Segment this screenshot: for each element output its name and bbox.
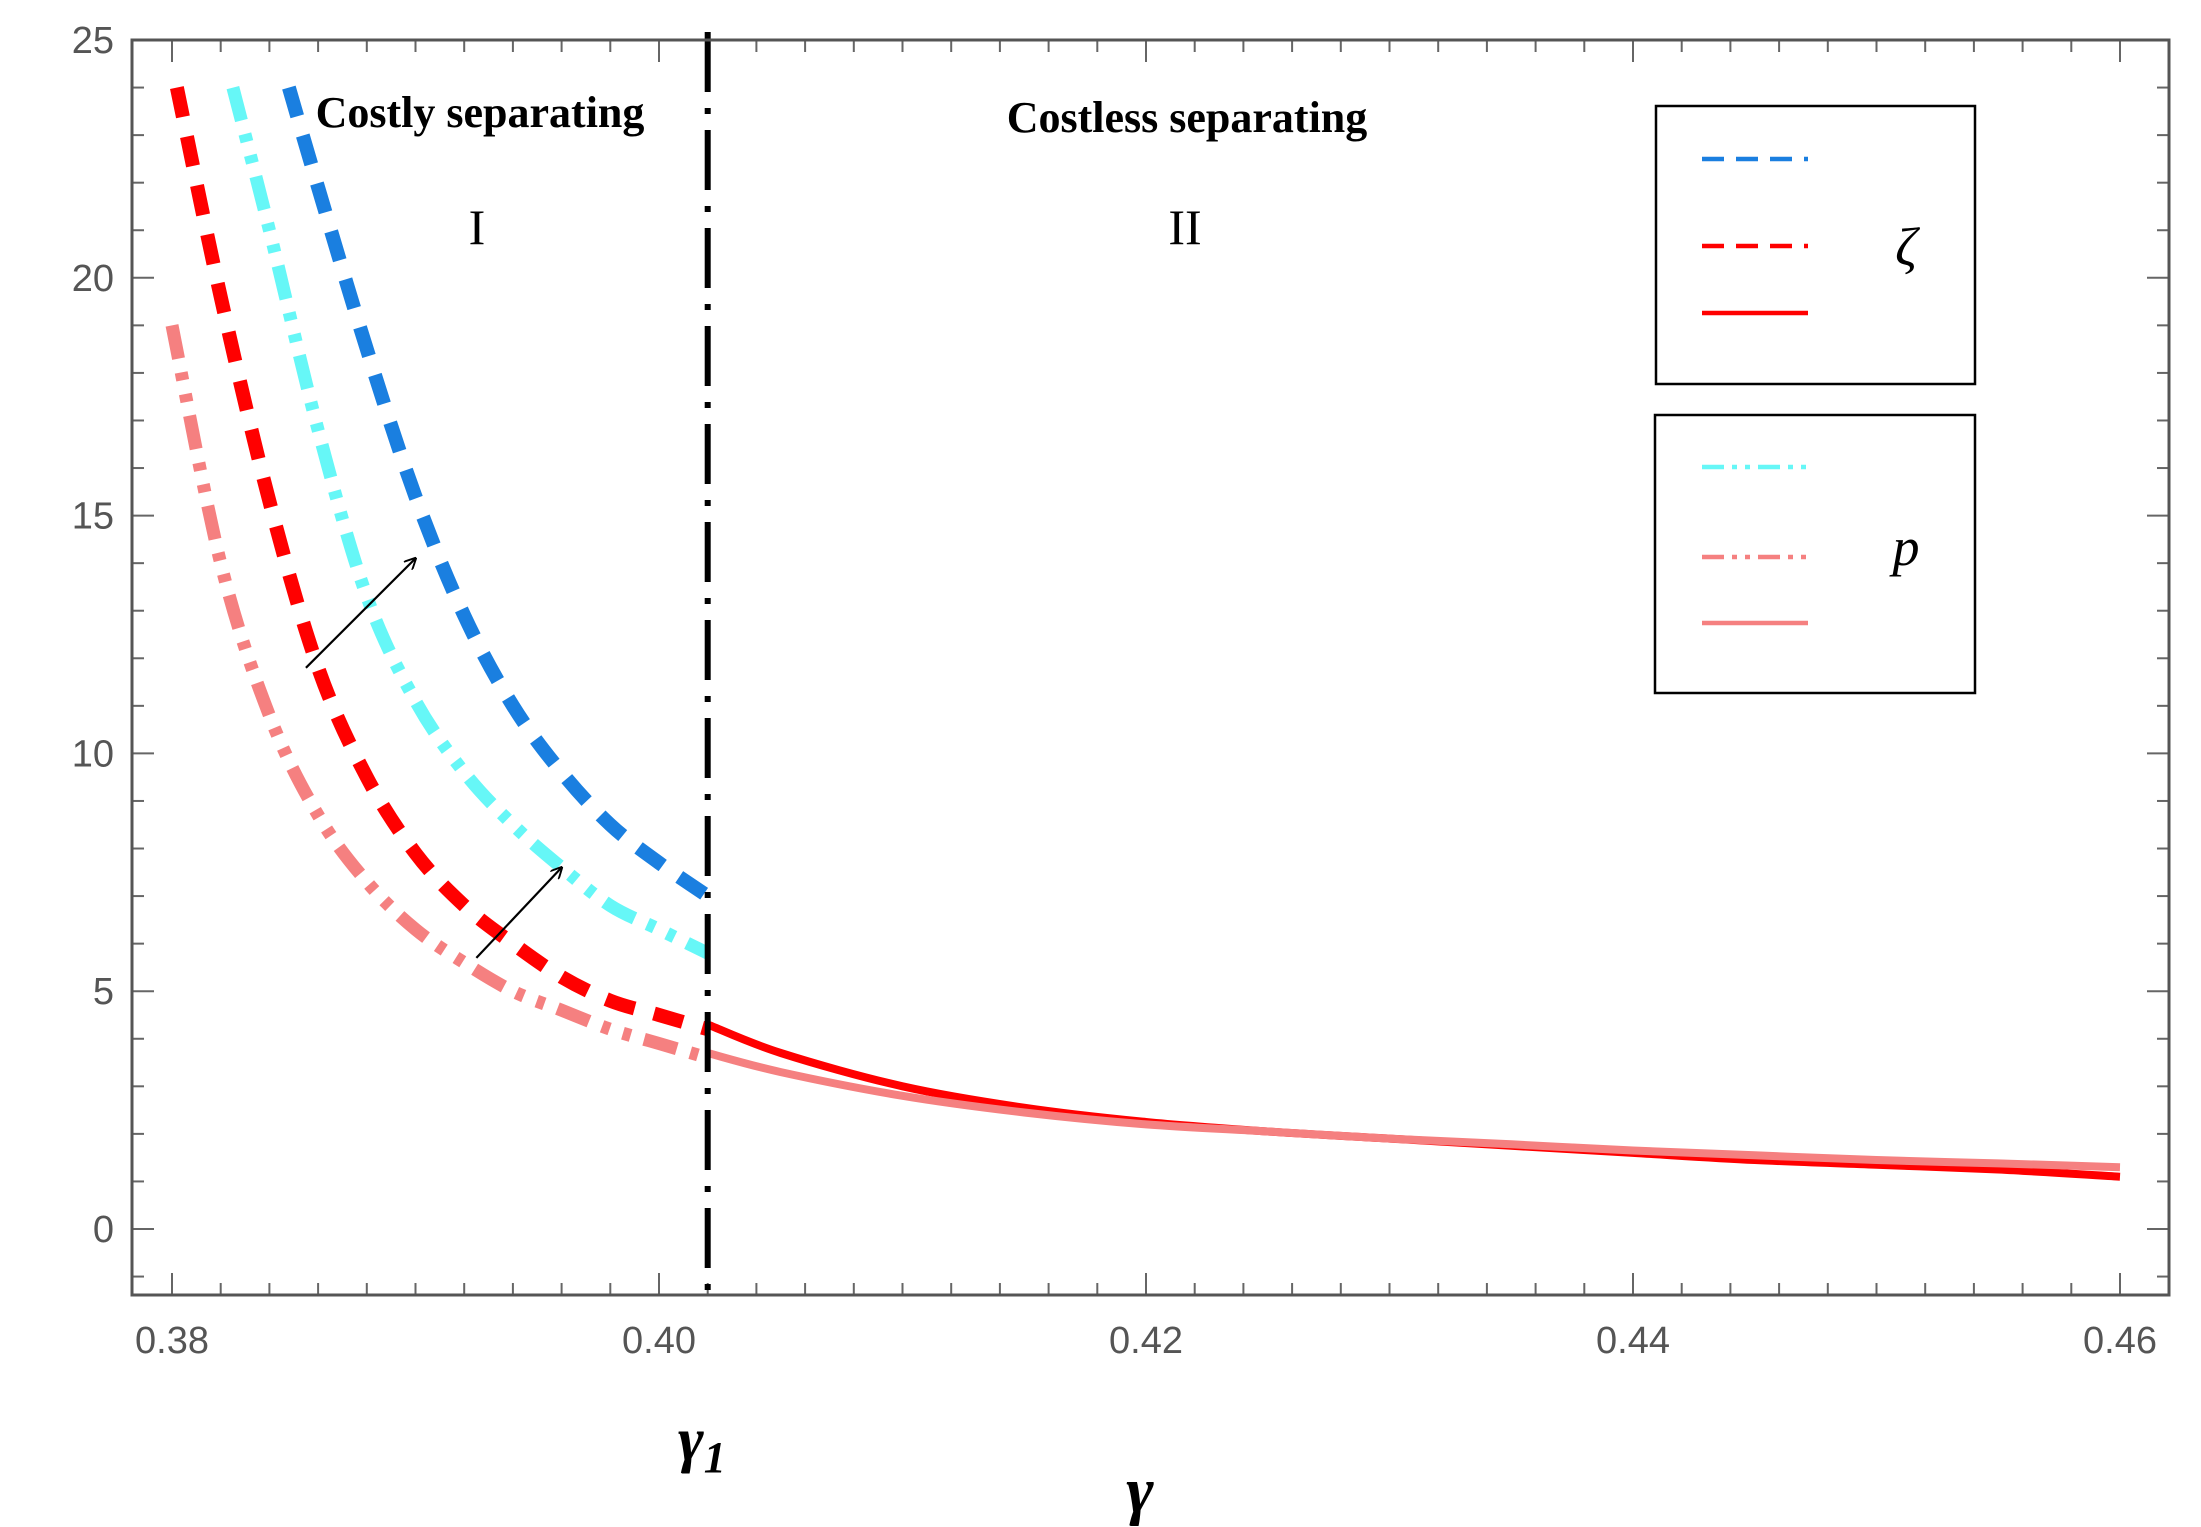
series-p_costless — [706, 1049, 2121, 1172]
legend-symbol-p: p — [1889, 517, 1920, 577]
y-tick-labels: 0 5 10 15 20 25 — [72, 20, 114, 1251]
threshold-label: γ1 — [678, 1406, 726, 1482]
series-p_costly_pink — [165, 324, 710, 1065]
x-tick-labels: 0.38 0.40 0.42 0.44 0.46 — [135, 1320, 2157, 1362]
annotation-arrow-1 — [305, 558, 416, 669]
x-tick-label: 0.46 — [2083, 1320, 2157, 1362]
region-1-numeral: I — [469, 199, 486, 255]
x-axis-label: γ — [1126, 1454, 1154, 1527]
x-tick-label: 0.44 — [1596, 1320, 1670, 1362]
threshold-subscript: 1 — [704, 1433, 726, 1482]
y-tick-label: 15 — [72, 496, 114, 538]
series-zeta_costly_red — [170, 86, 710, 1036]
y-tick-label: 5 — [93, 971, 114, 1013]
y-tick-label: 10 — [72, 733, 114, 775]
legend-frame-p — [1653, 413, 1977, 695]
overlay-group — [305, 32, 711, 1303]
region-1-title: Costly separating — [316, 88, 645, 137]
series-p_costly_cyan — [226, 85, 711, 960]
y-tick-label: 20 — [72, 258, 114, 300]
plot-frame — [130, 38, 2171, 1297]
x-tick-label: 0.40 — [622, 1320, 696, 1362]
x-tick-label: 0.38 — [135, 1320, 209, 1362]
legend-box-p: p — [1653, 413, 1977, 695]
y-tick-label: 25 — [72, 20, 114, 62]
legend-box-zeta: ζ — [1654, 104, 1977, 386]
series-zeta_costly_blue — [282, 85, 712, 902]
annotation-arrow-2 — [475, 868, 561, 959]
region-2-numeral: II — [1168, 199, 1201, 255]
region-2-title: Costless separating — [1007, 93, 1368, 142]
legend-symbol-zeta: ζ — [1895, 217, 1920, 277]
series-group — [165, 85, 2121, 1181]
x-tick-label: 0.42 — [1109, 1320, 1183, 1362]
threshold-symbol: γ — [678, 1406, 704, 1474]
y-tick-label: 0 — [93, 1209, 114, 1251]
